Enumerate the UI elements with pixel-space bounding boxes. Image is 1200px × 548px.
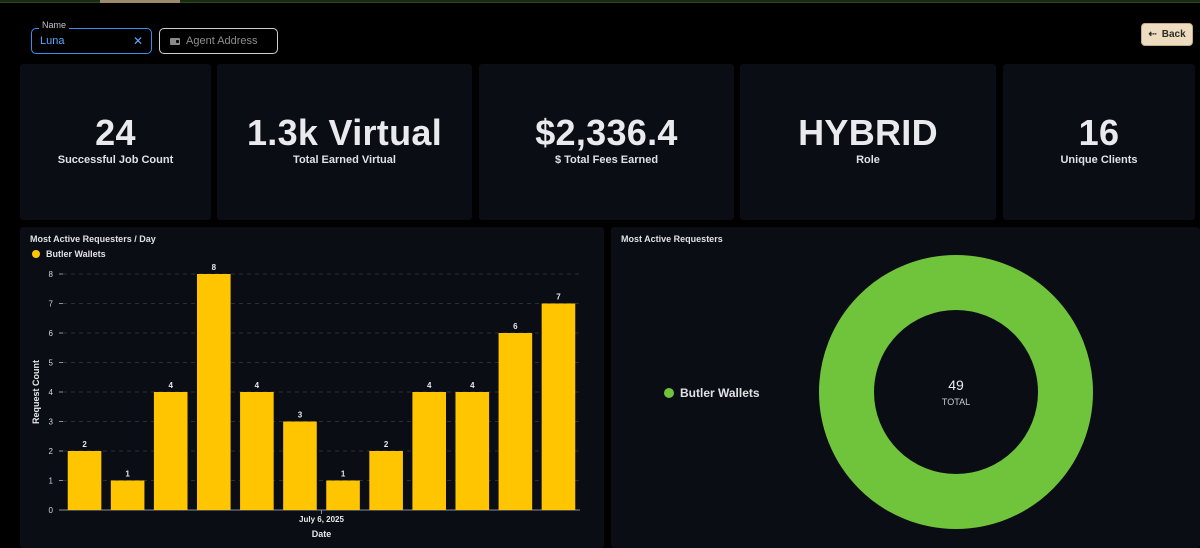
stat-card-successful-jobs: 24 Successful Job Count bbox=[20, 64, 211, 220]
back-button[interactable]: ⇠ Back bbox=[1141, 23, 1193, 46]
stat-label: Successful Job Count bbox=[57, 154, 174, 166]
stat-label: Role bbox=[856, 154, 880, 166]
donut-chart-legend[interactable]: Butler Wallets bbox=[664, 386, 760, 400]
bar[interactable] bbox=[283, 421, 317, 511]
x-axis-title: Date bbox=[312, 529, 332, 539]
active-tab-indicator bbox=[100, 0, 180, 3]
bar-data-label: 4 bbox=[427, 381, 432, 390]
donut-chart: 49 TOTAL bbox=[819, 255, 1093, 529]
legend-label: Butler Wallets bbox=[46, 249, 106, 259]
bar-data-label: 6 bbox=[513, 322, 518, 331]
stat-card-total-fees: $2,336.4 $ Total Fees Earned bbox=[479, 64, 734, 220]
bar[interactable] bbox=[541, 303, 576, 511]
stat-label: Unique Clients bbox=[1060, 154, 1138, 166]
bar-data-label: 1 bbox=[125, 470, 130, 479]
name-field-label: Name bbox=[39, 20, 70, 30]
y-tick-label: 5 bbox=[49, 359, 54, 368]
bar[interactable] bbox=[110, 480, 145, 511]
bar[interactable] bbox=[455, 392, 490, 510]
bar-data-label: 4 bbox=[470, 381, 475, 390]
wallet-icon bbox=[170, 37, 180, 45]
bar-chart-panel: Most Active Requesters / Day Butler Wall… bbox=[20, 227, 604, 548]
legend-swatch bbox=[664, 388, 674, 398]
donut-total-value: 49 bbox=[948, 377, 964, 393]
bar-chart-legend[interactable]: Butler Wallets bbox=[32, 249, 106, 259]
bar-data-label: 4 bbox=[168, 381, 173, 390]
stat-label: $ Total Fees Earned bbox=[554, 154, 659, 166]
bar-data-label: 8 bbox=[212, 263, 217, 272]
stat-value: $2,336.4 bbox=[535, 112, 678, 153]
bar-data-label: 3 bbox=[298, 411, 303, 420]
bar[interactable] bbox=[240, 392, 274, 510]
agent-address-field[interactable]: Agent Address bbox=[159, 28, 278, 54]
donut-chart-panel: Most Active Requesters Butler Wallets 49… bbox=[611, 227, 1200, 548]
clear-icon[interactable]: ✕ bbox=[132, 34, 144, 48]
stat-value: 16 bbox=[1078, 112, 1120, 153]
donut-chart-title: Most Active Requesters bbox=[621, 234, 723, 244]
stat-label: Total Earned Virtual bbox=[293, 154, 396, 166]
stat-card-role: HYBRID Role bbox=[740, 64, 996, 220]
agent-address-placeholder: Agent Address bbox=[186, 35, 258, 47]
stat-value: 1.3k Virtual bbox=[246, 112, 443, 153]
legend-swatch bbox=[32, 250, 40, 258]
donut-total-label: TOTAL bbox=[942, 397, 970, 407]
bar-data-label: 2 bbox=[82, 440, 87, 449]
donut-slice[interactable] bbox=[819, 255, 1093, 529]
stat-card-unique-clients: 16 Unique Clients bbox=[1003, 64, 1195, 220]
stat-value: HYBRID bbox=[798, 112, 938, 153]
bar[interactable] bbox=[498, 333, 533, 510]
y-tick-label: 2 bbox=[49, 447, 54, 456]
bar-data-label: 4 bbox=[255, 381, 260, 390]
stat-value: 24 bbox=[95, 112, 136, 153]
y-tick-label: 4 bbox=[49, 388, 54, 397]
bar-chart: 0 1 2 3 4 5 6 7 8 2 1 4 8 4 3 1 2 4 4 6 7 July 6, 2025 Date Req… bbox=[31, 263, 580, 539]
back-button-label: Back bbox=[1161, 29, 1186, 40]
y-tick-label: 0 bbox=[49, 506, 54, 515]
stat-card-total-earned-virtual: 1.3k Virtual Total Earned Virtual bbox=[217, 64, 472, 220]
bar[interactable] bbox=[369, 451, 403, 510]
name-field-value[interactable]: Luna bbox=[40, 35, 65, 47]
bar-data-label: 2 bbox=[384, 440, 389, 449]
y-tick-label: 7 bbox=[49, 300, 54, 309]
bar[interactable] bbox=[196, 274, 231, 510]
x-tick-label: July 6, 2025 bbox=[299, 515, 344, 524]
y-tick-label: 1 bbox=[49, 477, 54, 486]
bar[interactable] bbox=[412, 392, 447, 510]
name-filter-field[interactable]: Name Luna ✕ bbox=[31, 20, 152, 54]
y-tick-label: 6 bbox=[49, 329, 54, 338]
bar-data-label: 7 bbox=[556, 293, 561, 302]
bar[interactable] bbox=[67, 451, 102, 510]
arrow-left-icon: ⇠ bbox=[1148, 29, 1157, 40]
y-tick-label: 8 bbox=[49, 270, 54, 279]
bar-chart-title: Most Active Requesters / Day bbox=[30, 234, 156, 244]
y-tick-label: 3 bbox=[49, 418, 54, 427]
legend-label: Butler Wallets bbox=[680, 386, 760, 400]
y-axis-title: Request Count bbox=[31, 360, 41, 424]
bar-data-label: 1 bbox=[341, 470, 346, 479]
bar[interactable] bbox=[326, 480, 360, 511]
top-border bbox=[0, 0, 1200, 3]
bar[interactable] bbox=[153, 392, 188, 510]
